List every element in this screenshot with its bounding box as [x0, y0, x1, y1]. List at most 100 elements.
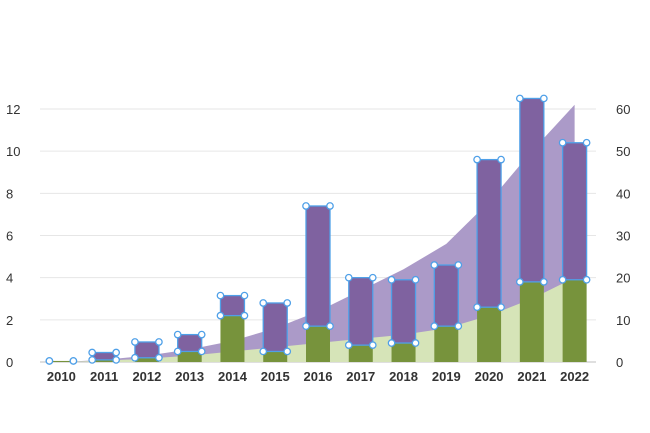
selection-handle — [240, 291, 249, 300]
selection-handle — [197, 347, 206, 356]
selection-handle — [45, 357, 54, 365]
y-left-tick-label: 10 — [6, 144, 20, 159]
x-tick-label: 2021 — [517, 369, 546, 384]
selection-handles — [45, 94, 591, 365]
selection-outline-2013 — [177, 333, 203, 353]
selection-handle — [326, 322, 334, 331]
bar-2016-series-2 — [306, 205, 330, 327]
y-left-tick-label: 6 — [6, 229, 13, 244]
bar-2022-series-1 — [562, 279, 587, 362]
bar-2021-series-1 — [519, 281, 544, 362]
bar-2014-series-2 — [220, 295, 245, 316]
right-axis: 0 10 20 30 40 50 60 — [616, 102, 630, 370]
selection-handle — [259, 347, 268, 356]
selection-handle — [454, 322, 463, 331]
y-left-tick-label: 2 — [6, 313, 13, 328]
bar-2013-series-2 — [177, 334, 202, 352]
y-right-tick-label: 50 — [616, 144, 630, 159]
x-tick-label: 2012 — [132, 369, 161, 384]
x-tick-label: 2022 — [560, 369, 589, 384]
selection-handle — [473, 303, 481, 312]
selection-handle — [302, 202, 310, 210]
y-right-tick-label: 30 — [616, 229, 630, 244]
selection-handle — [539, 94, 548, 103]
selection-handle — [283, 347, 292, 356]
y-left-tick-label: 0 — [6, 355, 13, 370]
selection-handle — [197, 330, 206, 339]
selection-handle — [515, 94, 524, 103]
x-tick-label: 2011 — [90, 369, 118, 384]
selection-handle — [558, 138, 567, 147]
selection-handle — [155, 353, 163, 362]
selection-handle — [497, 303, 505, 312]
selection-handle — [326, 202, 334, 210]
selection-handle — [473, 155, 481, 164]
selection-handle — [368, 341, 377, 349]
selection-handle — [155, 338, 163, 346]
y-right-tick-label: 40 — [616, 186, 630, 201]
selection-handle — [344, 273, 353, 282]
selection-handle — [173, 347, 182, 356]
bar-2017-series-2 — [348, 277, 373, 346]
selection-outline-2016 — [305, 205, 331, 327]
selection-handle — [558, 275, 567, 284]
bar-2014-series-1 — [220, 315, 245, 362]
y-left-tick-label: 12 — [6, 102, 20, 117]
selection-handle — [112, 348, 121, 357]
selection-handle — [582, 275, 591, 284]
selection-outline-2019 — [433, 264, 459, 327]
bar-2019-series-1 — [434, 326, 459, 362]
y-right-tick-label: 60 — [616, 102, 630, 117]
selection-handle — [368, 273, 377, 282]
selection-handle — [344, 341, 353, 349]
y-right-tick-label: 10 — [616, 313, 630, 328]
bar-2018-series-1 — [391, 343, 416, 362]
selection-outline-2017 — [348, 277, 374, 346]
y-left-tick-label: 4 — [6, 271, 13, 286]
selection-outline-2012 — [134, 341, 160, 359]
selection-handle — [283, 299, 292, 307]
selection-outline-2021 — [519, 97, 545, 283]
x-tick-label: 2016 — [304, 369, 333, 384]
selection-handle — [302, 322, 310, 331]
bar-2012-series-2 — [134, 341, 159, 358]
y-right-tick-label: 20 — [616, 271, 630, 286]
x-tick-label: 2014 — [218, 369, 248, 384]
bar-2016-series-1 — [306, 326, 330, 362]
selection-handle — [131, 338, 139, 346]
selection-outline-2022 — [561, 142, 588, 281]
selection-handle — [497, 155, 505, 164]
selection-handle — [69, 357, 78, 365]
bar-2021-series-2 — [519, 98, 544, 282]
selection-handle — [216, 311, 225, 320]
bar-2011-series-2 — [92, 352, 117, 360]
x-tick-label: 2019 — [432, 369, 461, 384]
selection-handle — [259, 299, 268, 307]
bar-2011-series-1 — [92, 359, 117, 362]
left-axis: 0 2 4 6 8 10 12 — [6, 102, 20, 370]
bar-2015-series-2 — [263, 302, 288, 352]
bar-2020-series-2 — [477, 159, 502, 308]
bar-2017-series-1 — [348, 345, 373, 362]
bar-2010-series-1 — [49, 360, 74, 362]
bar-2015-series-1 — [263, 351, 288, 362]
selection-handle — [539, 278, 548, 286]
selection-handle — [454, 261, 463, 269]
selection-handle — [515, 278, 524, 286]
selection-handle — [216, 291, 225, 300]
x-tick-label: 2010 — [47, 369, 76, 384]
selection-handle — [387, 339, 396, 347]
bar-2012-series-1 — [134, 357, 159, 362]
x-tick-label: 2013 — [175, 369, 204, 384]
x-tick-label: 2018 — [389, 369, 418, 384]
bar-2013-series-1 — [177, 351, 202, 362]
selection-outline-2014 — [219, 294, 246, 317]
x-tick-label: 2020 — [475, 369, 504, 384]
x-tick-label: 2017 — [346, 369, 375, 384]
bar-2020-series-1 — [477, 307, 502, 362]
selection-outline-2020 — [476, 158, 502, 308]
selection-handle — [112, 356, 121, 364]
bar-series — [49, 98, 587, 362]
selection-handle — [411, 339, 420, 347]
